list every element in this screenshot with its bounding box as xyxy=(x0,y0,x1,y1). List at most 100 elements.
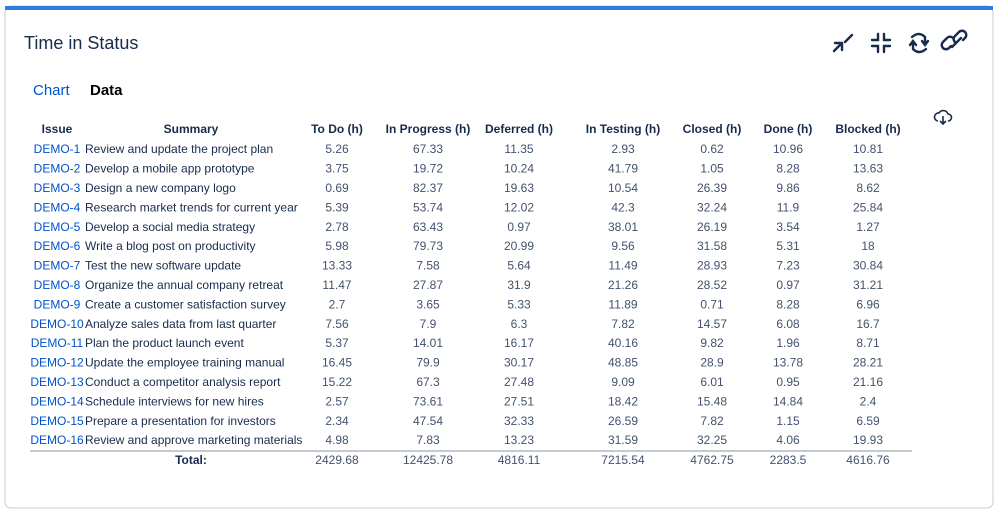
summary: Test the new software update xyxy=(85,259,241,273)
hours-cell: 5.64 xyxy=(507,259,531,273)
hours-cell: 7.56 xyxy=(325,317,349,331)
issue-key[interactable]: DEMO-3 xyxy=(34,181,81,195)
issue-key[interactable]: DEMO-2 xyxy=(34,162,81,176)
issue-key[interactable]: DEMO-4 xyxy=(34,200,81,214)
hours-cell: 41.79 xyxy=(608,162,638,176)
hours-cell: 73.61 xyxy=(413,394,443,408)
issue-key[interactable]: DEMO-7 xyxy=(34,259,81,273)
summary: Create a customer satisfaction survey xyxy=(85,297,286,311)
issue-key[interactable]: DEMO-13 xyxy=(30,375,84,389)
hours-cell: 0.97 xyxy=(507,220,531,234)
hours-cell: 1.05 xyxy=(700,162,724,176)
card-top-bar xyxy=(5,6,993,10)
column-header: Blocked (h) xyxy=(835,122,900,136)
hours-cell: 10.96 xyxy=(773,142,803,156)
hours-cell: 8.28 xyxy=(776,162,800,176)
hours-cell: 79.73 xyxy=(413,239,443,253)
hours-cell: 16.17 xyxy=(504,336,534,350)
issue-key[interactable]: DEMO-15 xyxy=(30,414,84,428)
hours-cell: 28.52 xyxy=(697,278,727,292)
summary: Review and approve marketing materials xyxy=(85,433,302,447)
hours-cell: 27.87 xyxy=(413,278,443,292)
collapse-icon[interactable] xyxy=(832,33,854,53)
hours-cell: 31.58 xyxy=(697,239,727,253)
hours-cell: 13.23 xyxy=(504,433,534,447)
issue-key[interactable]: DEMO-14 xyxy=(30,394,84,408)
hours-cell: 11.89 xyxy=(608,297,637,311)
column-header: In Testing (h) xyxy=(586,122,660,136)
hours-cell: 9.56 xyxy=(611,239,635,253)
hours-cell: 10.81 xyxy=(853,142,883,156)
hours-cell: 2.7 xyxy=(329,297,346,311)
hours-cell: 2.34 xyxy=(325,414,349,428)
refresh-icon[interactable] xyxy=(908,32,930,54)
summary: Review and update the project plan xyxy=(85,142,273,156)
issue-key[interactable]: DEMO-11 xyxy=(31,336,84,350)
hours-cell: 8.62 xyxy=(856,181,880,195)
hours-cell: 19.93 xyxy=(853,433,883,447)
hours-cell: 7.58 xyxy=(416,259,440,273)
hours-cell: 14.01 xyxy=(413,336,443,350)
total-cell: 2283.5 xyxy=(770,453,807,467)
summary: Organize the annual company retreat xyxy=(85,278,284,292)
total-cell: 12425.78 xyxy=(403,453,453,467)
hours-cell: 1.15 xyxy=(776,414,800,428)
hours-cell: 13.78 xyxy=(773,356,803,370)
issue-key[interactable]: DEMO-12 xyxy=(30,356,84,370)
summary: Plan the product launch event xyxy=(85,336,244,350)
link-icon[interactable] xyxy=(940,29,968,51)
issue-key[interactable]: DEMO-10 xyxy=(30,317,84,331)
hours-cell: 48.85 xyxy=(608,356,638,370)
hours-cell: 2.93 xyxy=(611,142,635,156)
column-header: Issue xyxy=(42,122,73,136)
hours-cell: 9.09 xyxy=(611,375,635,389)
hours-cell: 11.9 xyxy=(777,200,800,214)
issue-key[interactable]: DEMO-6 xyxy=(34,239,81,253)
hours-cell: 4.06 xyxy=(776,433,800,447)
hours-cell: 6.01 xyxy=(700,375,724,389)
hours-cell: 38.01 xyxy=(608,220,638,234)
hours-cell: 3.54 xyxy=(776,220,800,234)
hours-cell: 7.82 xyxy=(611,317,635,331)
hours-cell: 27.51 xyxy=(504,394,534,408)
tab-chart[interactable]: Chart xyxy=(33,82,71,99)
hours-cell: 6.3 xyxy=(511,317,528,331)
hours-cell: 14.57 xyxy=(697,317,727,331)
hours-cell: 6.08 xyxy=(776,317,800,331)
hours-cell: 9.86 xyxy=(776,181,800,195)
summary: Develop a mobile app prototype xyxy=(85,162,255,176)
shrink-icon[interactable] xyxy=(870,32,892,54)
summary: Develop a social media strategy xyxy=(85,220,255,234)
hours-cell: 0.71 xyxy=(700,297,724,311)
hours-cell: 3.75 xyxy=(325,162,349,176)
hours-cell: 2.78 xyxy=(325,220,349,234)
hours-cell: 10.54 xyxy=(608,181,638,195)
issue-key[interactable]: DEMO-1 xyxy=(34,142,81,156)
hours-cell: 47.54 xyxy=(413,414,443,428)
hours-cell: 27.48 xyxy=(504,375,534,389)
hours-cell: 9.82 xyxy=(700,336,724,350)
download-icon[interactable] xyxy=(933,109,953,126)
hours-cell: 11.47 xyxy=(322,278,351,292)
hours-cell: 67.3 xyxy=(416,375,440,389)
total-label: Total: xyxy=(175,453,207,467)
hours-cell: 6.96 xyxy=(856,297,880,311)
hours-cell: 1.96 xyxy=(776,336,800,350)
total-cell: 7215.54 xyxy=(601,453,645,467)
issue-key[interactable]: DEMO-16 xyxy=(30,433,84,447)
column-header: Deferred (h) xyxy=(485,122,553,136)
hours-cell: 14.84 xyxy=(773,394,803,408)
hours-cell: 30.17 xyxy=(504,356,534,370)
issue-key[interactable]: DEMO-5 xyxy=(34,220,81,234)
hours-cell: 7.23 xyxy=(776,259,800,273)
hours-cell: 5.31 xyxy=(776,239,800,253)
issue-key[interactable]: DEMO-9 xyxy=(34,297,81,311)
issue-key[interactable]: DEMO-8 xyxy=(34,278,81,292)
hours-cell: 0.69 xyxy=(325,181,349,195)
hours-cell: 13.33 xyxy=(322,259,352,273)
tab-data[interactable]: Data xyxy=(90,82,123,99)
hours-cell: 26.59 xyxy=(608,414,638,428)
hours-cell: 5.37 xyxy=(325,336,349,350)
hours-cell: 25.84 xyxy=(853,200,883,214)
